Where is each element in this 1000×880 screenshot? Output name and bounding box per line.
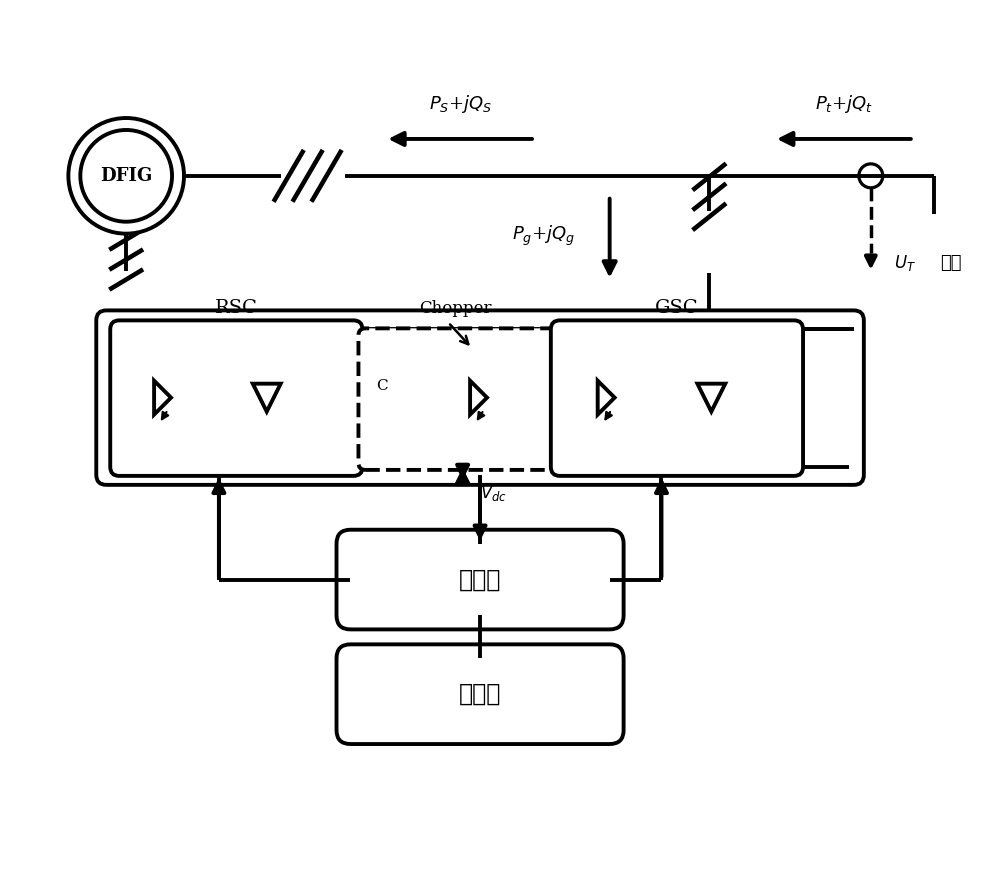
Text: 电网: 电网 [941,253,962,272]
Text: DFIG: DFIG [100,167,152,185]
Polygon shape [697,384,725,412]
FancyBboxPatch shape [551,320,803,476]
FancyBboxPatch shape [110,320,362,476]
Text: 驱动板: 驱动板 [459,568,501,591]
Polygon shape [598,381,615,414]
FancyBboxPatch shape [337,644,624,744]
FancyBboxPatch shape [337,530,624,629]
Text: $V_{dc}$: $V_{dc}$ [480,483,507,502]
Polygon shape [470,381,487,414]
FancyBboxPatch shape [358,328,557,470]
FancyBboxPatch shape [96,311,864,485]
Polygon shape [253,384,281,412]
Text: Reactor: Reactor [731,363,803,382]
Text: $P_S$+$jQ_S$: $P_S$+$jQ_S$ [429,93,492,115]
Text: $U_T$: $U_T$ [894,253,916,273]
Text: $P_t$+$jQ_t$: $P_t$+$jQ_t$ [815,93,873,115]
Text: $P_g$+$jQ_g$: $P_g$+$jQ_g$ [512,224,575,248]
Text: 上位机: 上位机 [459,682,501,706]
Polygon shape [154,381,171,414]
Text: GSC: GSC [655,299,699,318]
Circle shape [68,118,184,234]
Text: RSC: RSC [215,299,258,318]
Text: Chopper: Chopper [419,300,491,318]
Text: C: C [376,378,387,392]
